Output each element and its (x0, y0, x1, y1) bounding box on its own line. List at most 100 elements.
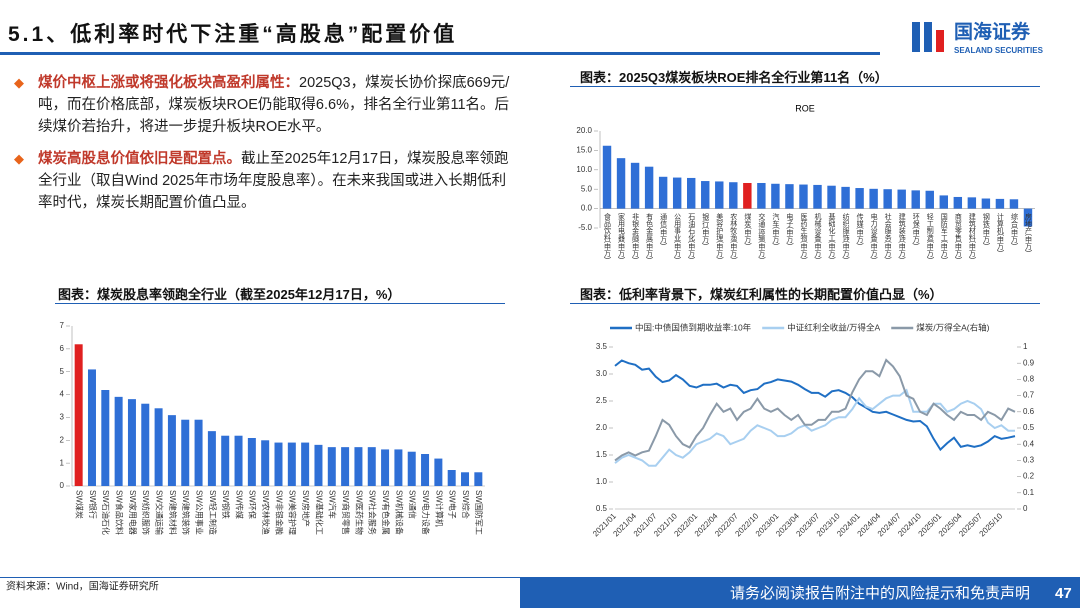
bar (757, 182, 766, 209)
x-tick-label: 电子(申万) (786, 212, 794, 246)
x-tick-label: 电力设备(申万) (870, 212, 878, 260)
bar (181, 419, 190, 486)
caption-rule (55, 303, 505, 304)
bar (74, 344, 83, 486)
bar (1023, 208, 1033, 227)
bar (167, 415, 176, 486)
y-tick-label: 0.1 (1023, 488, 1035, 497)
bar (827, 185, 836, 209)
y-tick-label: 3.0 (596, 369, 608, 378)
x-tick-label: SW建筑装饰 (181, 490, 191, 535)
x-tick-label: 环保(申万) (912, 213, 920, 246)
bar (995, 198, 1005, 209)
bar (421, 454, 430, 486)
y-tick-label: 0.7 (1023, 391, 1035, 400)
bar (953, 196, 963, 209)
y-tick-label: 0 (60, 481, 65, 490)
bullet: ◆ 煤炭高股息价值依旧是配置点。截止至2025年12月17日，煤炭股息率领跑全行业… (14, 148, 518, 214)
x-tick-label: SW基础化工 (314, 490, 324, 535)
x-tick-label: SW石油石化 (101, 490, 111, 535)
y-tick-label: 0.5 (596, 504, 608, 513)
y-tick-label: 2.0 (596, 423, 608, 432)
x-tick-label: 交通运输(申万) (758, 212, 766, 260)
x-tick-label: SW食品饮料 (115, 490, 125, 535)
x-tick-label: SW银行 (88, 490, 98, 519)
x-tick-label: SW美容护理 (288, 490, 298, 535)
x-tick-label: SW商贸零售 (341, 490, 351, 535)
bar (127, 399, 136, 486)
y-tick-label: 0.5 (1023, 423, 1035, 432)
bar (799, 184, 808, 209)
bar (658, 176, 668, 209)
bullet-lead: 煤炭高股息价值依旧是配置点。 (38, 151, 241, 167)
bar (939, 195, 948, 209)
y-tick-label: 0.9 (1023, 358, 1035, 367)
bullet-icon: ◆ (14, 151, 24, 166)
bar (1009, 199, 1019, 209)
bar (701, 181, 710, 209)
y-tick-label: 15.0 (576, 146, 592, 155)
logo-text: 国海证券 (954, 20, 1031, 43)
bar (616, 158, 626, 209)
bar (644, 166, 654, 209)
bar (194, 419, 203, 486)
x-tick-label: 钢铁(申万) (982, 212, 990, 246)
x-tick-label: 汽车(申万) (772, 212, 780, 246)
x-tick-label: 农林牧渔(申万) (730, 212, 738, 260)
y-tick-label: 1 (1023, 342, 1028, 351)
bar (855, 188, 864, 209)
x-tick-label: 公用事业(申万) (674, 213, 682, 260)
x-tick-label: SW煤炭 (75, 490, 85, 519)
bar (261, 440, 270, 486)
x-tick-label: SW综合 (461, 490, 471, 519)
y-tick-label: -5.0 (578, 223, 592, 232)
x-tick-label: SW环保 (248, 490, 258, 519)
bar (287, 442, 296, 486)
y-tick-label: 0.8 (1023, 375, 1035, 384)
bar (354, 447, 363, 486)
x-tick-label: SW交通运输 (154, 490, 164, 535)
y-tick-label: 3.5 (596, 342, 608, 351)
logo-subtext: SEALAND SECURITIES (954, 46, 1044, 55)
x-tick-label: 综合(申万) (1010, 212, 1018, 246)
bar (394, 449, 403, 486)
bar (911, 190, 920, 209)
x-tick-label: 机械设备(申万) (814, 212, 822, 260)
bar (729, 182, 738, 209)
x-tick-label: SW传媒 (234, 490, 244, 519)
bullet-text: 2025Q3，煤炭长协价探底669元/吨，而在价格底部，煤炭板块ROE仍能取得6… (38, 75, 510, 135)
x-tick-label: SW钢铁 (221, 490, 231, 519)
y-tick-label: 2 (60, 435, 65, 444)
y-tick-label: 6 (60, 344, 65, 353)
x-tick-label: SW房地产 (301, 490, 311, 527)
x-tick-label: SW农林牧渔 (261, 490, 271, 535)
bar (327, 447, 336, 486)
bar (925, 190, 934, 209)
x-tick-label: 有色金属(申万) (646, 212, 654, 260)
x-tick-label: 煤炭(申万) (744, 212, 752, 246)
bar (981, 198, 991, 209)
bullet-lead: 煤价中枢上涨或将强化板块高盈利属性： (38, 75, 299, 91)
y-tick-label: 1 (60, 458, 65, 467)
bar (672, 177, 682, 209)
y-tick-label: 0.3 (1023, 456, 1035, 465)
x-tick-label: SW汽车 (328, 490, 338, 519)
x-tick-label: 银行(申万) (702, 212, 710, 246)
bar (314, 444, 323, 486)
logo-mark (936, 30, 944, 52)
x-tick-label: 家用电器(申万) (618, 212, 626, 260)
x-tick-label: 建筑材料(申万) (968, 212, 976, 260)
line-series (614, 359, 1016, 452)
y-tick-label: 0 (1023, 504, 1028, 513)
y-tick-label: 10.0 (576, 165, 592, 174)
x-tick-label: 社会服务(申万) (884, 212, 892, 260)
bar (967, 197, 977, 209)
line-series (614, 358, 1016, 462)
bar (367, 447, 376, 486)
page-title: 5.1、低利率时代下注重“高股息”配置价值 (8, 23, 458, 46)
x-tick-label: SW非银金融 (274, 490, 284, 535)
bar (434, 458, 443, 486)
bar (154, 408, 163, 486)
x-tick-label: 国防军工(申万) (940, 213, 948, 260)
